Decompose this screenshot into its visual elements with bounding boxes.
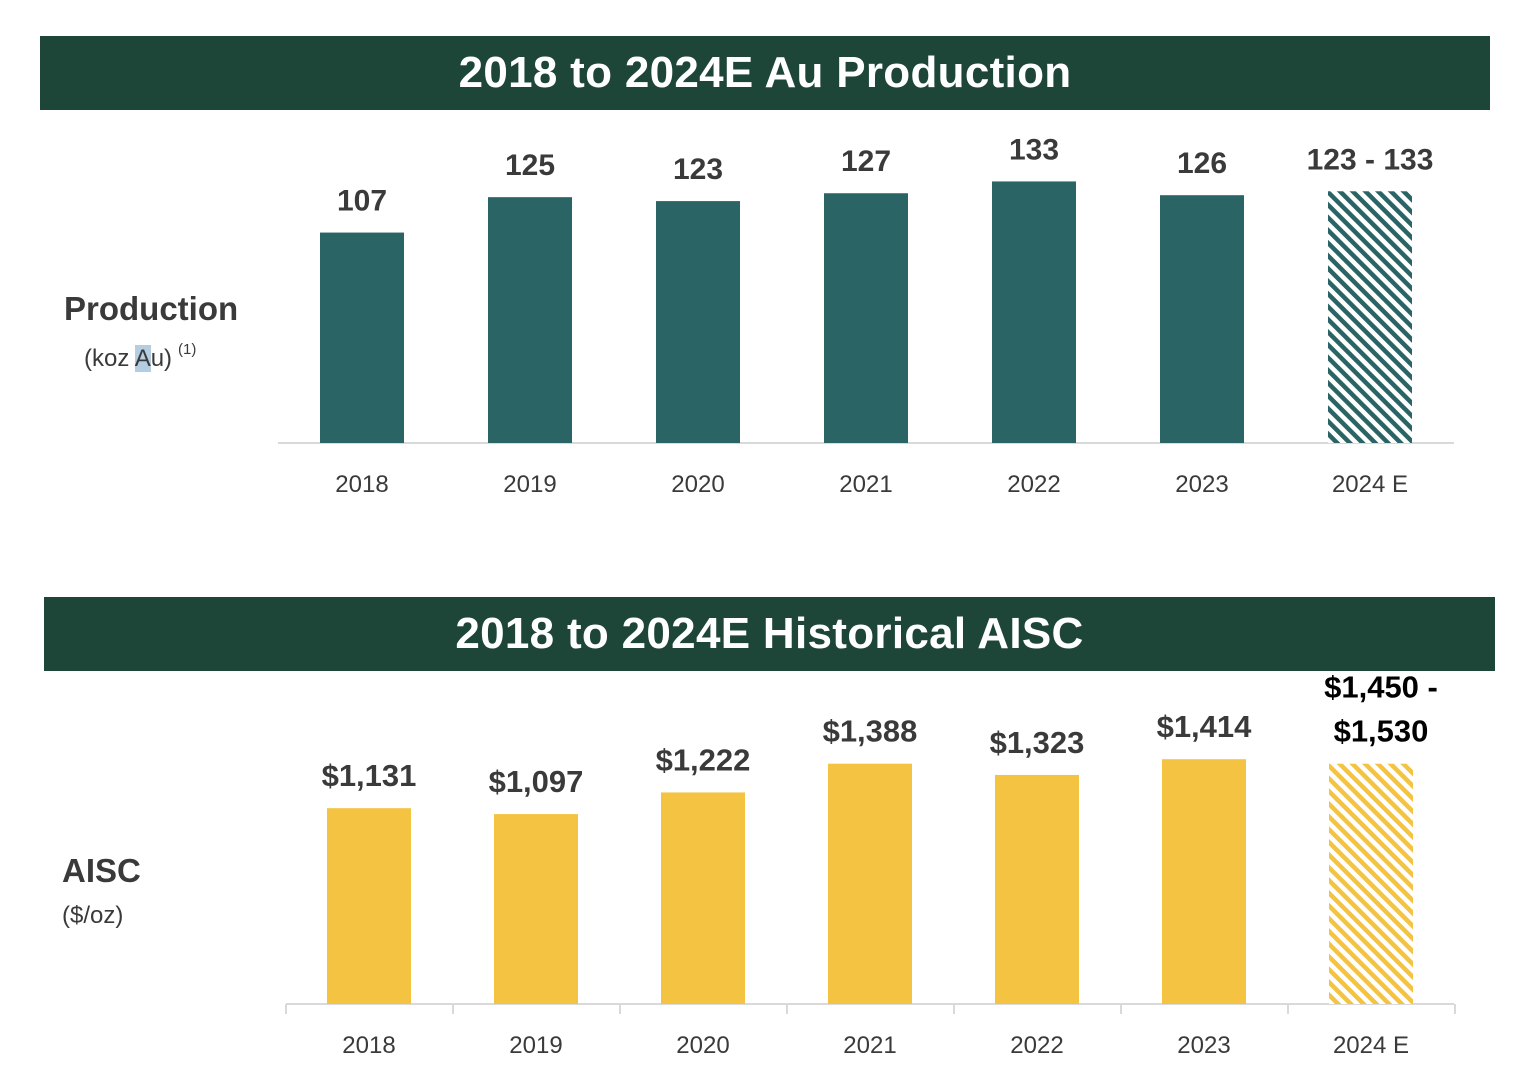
production-unit-highlight: A xyxy=(134,345,151,372)
data-label: $1,222 xyxy=(656,742,751,777)
data-label: 107 xyxy=(337,185,387,218)
aisc-axis-unit: ($/oz) xyxy=(62,902,124,929)
production-axis-unit: (koz Au) (1) xyxy=(84,341,196,373)
bar xyxy=(995,774,1079,1004)
production-unit-post: u) xyxy=(150,345,173,372)
category-label: 2024 E xyxy=(1332,471,1408,498)
bar xyxy=(1160,195,1244,443)
data-label: $1,388 xyxy=(823,714,918,749)
category-label: 2023 xyxy=(1177,1032,1230,1059)
category-label: 2019 xyxy=(509,1032,562,1059)
data-label: $1,097 xyxy=(489,764,584,799)
bar xyxy=(992,181,1076,443)
aisc-axis-label: AISC xyxy=(62,852,141,889)
bar xyxy=(320,232,404,443)
category-label: 2021 xyxy=(839,471,892,498)
aisc-chart-title: 2018 to 2024E Historical AISC xyxy=(44,597,1495,671)
category-label: 2018 xyxy=(342,1032,395,1059)
production-unit-pre: (koz xyxy=(84,345,135,372)
data-label: 126 xyxy=(1177,147,1227,180)
bar xyxy=(494,814,578,1004)
category-label: 2020 xyxy=(676,1032,729,1059)
bar xyxy=(824,193,908,443)
bar-estimate xyxy=(1328,191,1412,443)
bar xyxy=(1162,759,1246,1004)
category-label: 2022 xyxy=(1007,471,1060,498)
data-label: $1,414 xyxy=(1157,709,1253,744)
data-label: 125 xyxy=(505,149,555,182)
data-label: $1,450 - xyxy=(1324,670,1438,705)
data-label: 123 xyxy=(673,153,723,186)
category-label: 2019 xyxy=(503,471,556,498)
category-label: 2022 xyxy=(1010,1032,1063,1059)
category-label: 2018 xyxy=(335,471,388,498)
data-label: $1,131 xyxy=(322,758,417,793)
bar xyxy=(488,197,572,443)
production-axis-label: Production xyxy=(64,290,239,327)
data-label: 133 xyxy=(1009,133,1059,166)
category-label: 2023 xyxy=(1175,471,1228,498)
data-label: $1,323 xyxy=(990,725,1085,760)
category-label: 2020 xyxy=(671,471,724,498)
bar xyxy=(828,763,912,1004)
bar xyxy=(661,792,745,1004)
data-label: 123 - 133 xyxy=(1307,143,1434,176)
production-chart-title: 2018 to 2024E Au Production xyxy=(40,36,1490,110)
bar xyxy=(656,201,740,443)
bar xyxy=(327,808,411,1004)
production-footnote-marker: (1) xyxy=(178,341,197,358)
category-label: 2021 xyxy=(843,1032,896,1059)
bar-estimate xyxy=(1329,763,1413,1004)
data-label: $1,530 xyxy=(1334,714,1429,749)
data-label: 127 xyxy=(841,145,891,178)
category-label: 2024 E xyxy=(1333,1032,1409,1059)
